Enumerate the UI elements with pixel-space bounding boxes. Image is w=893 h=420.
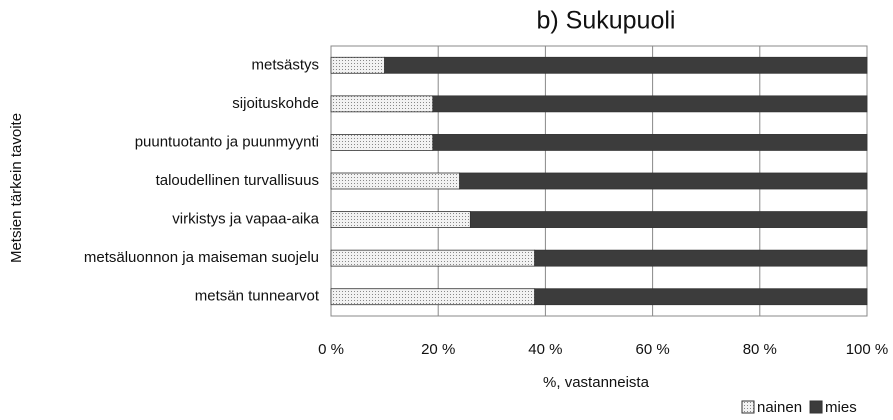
y-axis-label: Metsien tärkein tavoite xyxy=(8,113,25,263)
x-tick-label: 0 % xyxy=(318,341,344,358)
bar-segment xyxy=(432,95,868,113)
y-tick-label: taloudellinen turvallisuus xyxy=(156,172,319,189)
x-tick-label: 80 % xyxy=(743,341,777,358)
bar-segment xyxy=(459,172,868,190)
bar-segment xyxy=(330,56,385,74)
bar-segment xyxy=(432,134,868,151)
y-tick-label: puuntuotanto ja puunmyynti xyxy=(135,133,319,150)
x-axis-label: %, vastanneista xyxy=(543,374,650,391)
x-tick-label: 20 % xyxy=(421,341,455,358)
x-tick-label: 100 % xyxy=(846,341,889,358)
legend-label: mies xyxy=(825,399,857,416)
y-tick-label: virkistys ja vapaa-aika xyxy=(172,211,319,228)
legend-swatch xyxy=(741,400,755,414)
bar-segment xyxy=(534,288,868,306)
bar-segment xyxy=(384,56,868,74)
x-tick-label: 40 % xyxy=(528,341,562,358)
y-tick-label: metsäluonnon ja maiseman suojelu xyxy=(84,249,319,266)
y-tick-label: sijoituskohde xyxy=(232,95,319,112)
chart-title: b) Sukupuoli xyxy=(537,7,676,35)
bar-segment xyxy=(469,211,868,228)
legend-swatch xyxy=(809,400,823,414)
bar-segment xyxy=(330,211,471,228)
bar-segment xyxy=(330,134,434,151)
bar-segment xyxy=(330,95,434,113)
bar-segment xyxy=(330,172,461,190)
y-tick-label: metsästys xyxy=(251,56,319,73)
x-tick-label: 60 % xyxy=(635,341,669,358)
legend-label: nainen xyxy=(757,399,802,416)
bar-segment xyxy=(330,288,536,306)
bar-segment xyxy=(330,249,536,267)
bar-segment xyxy=(534,249,868,267)
y-tick-label: metsän tunnearvot xyxy=(195,288,320,305)
